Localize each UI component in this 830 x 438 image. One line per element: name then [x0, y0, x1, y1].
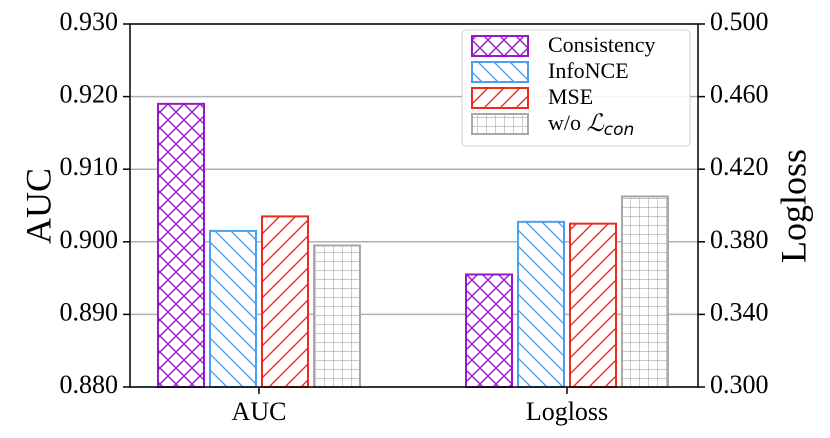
left-tick-label: 0.890: [60, 297, 119, 326]
bar-auc-0: [157, 102, 205, 389]
plot-frame: [129, 23, 699, 388]
legend-label: MSE: [548, 84, 593, 109]
legend-swatch: [471, 87, 529, 109]
bar-logloss-3: [621, 195, 669, 388]
right-tick-label: 0.340: [710, 297, 769, 326]
x-tick-label: Logloss: [526, 397, 608, 426]
bars: [157, 102, 669, 389]
right-tick-label: 0.420: [710, 152, 769, 181]
right-tick-label: 0.460: [710, 80, 769, 109]
left-tick-label: 0.910: [60, 152, 119, 181]
right-tick-label: 0.300: [710, 370, 769, 399]
legend-swatch: [471, 35, 529, 57]
legend-label: Consistency: [548, 32, 656, 57]
right-axis-title: Logloss: [773, 149, 813, 263]
left-tick-label: 0.920: [60, 80, 119, 109]
bar-auc-1: [209, 229, 257, 388]
right-tick-label: 0.500: [710, 7, 769, 36]
right-tick-label: 0.380: [710, 225, 769, 254]
legend-swatch: [471, 61, 529, 83]
left-tick-label: 0.930: [60, 7, 119, 36]
left-axis-ticks: 0.880 0.890 0.900 0.910 0.920 0.930: [60, 7, 130, 399]
legend-label: InfoNCE: [548, 58, 629, 83]
bar-auc-3: [313, 244, 361, 388]
bar-logloss-0: [465, 273, 513, 388]
left-tick-label: 0.880: [60, 370, 119, 399]
bar-auc-2: [261, 215, 309, 388]
legend-swatch: [471, 113, 529, 135]
x-tick-label: AUC: [232, 397, 287, 426]
bar-logloss-2: [569, 222, 617, 388]
x-axis-ticks: AUC Logloss: [232, 387, 608, 426]
right-axis-ticks: 0.300 0.340 0.380 0.420 0.460 0.500: [698, 7, 769, 399]
bar-logloss-1: [517, 220, 565, 388]
left-axis-title: AUC: [18, 168, 58, 244]
left-tick-label: 0.900: [60, 225, 119, 254]
